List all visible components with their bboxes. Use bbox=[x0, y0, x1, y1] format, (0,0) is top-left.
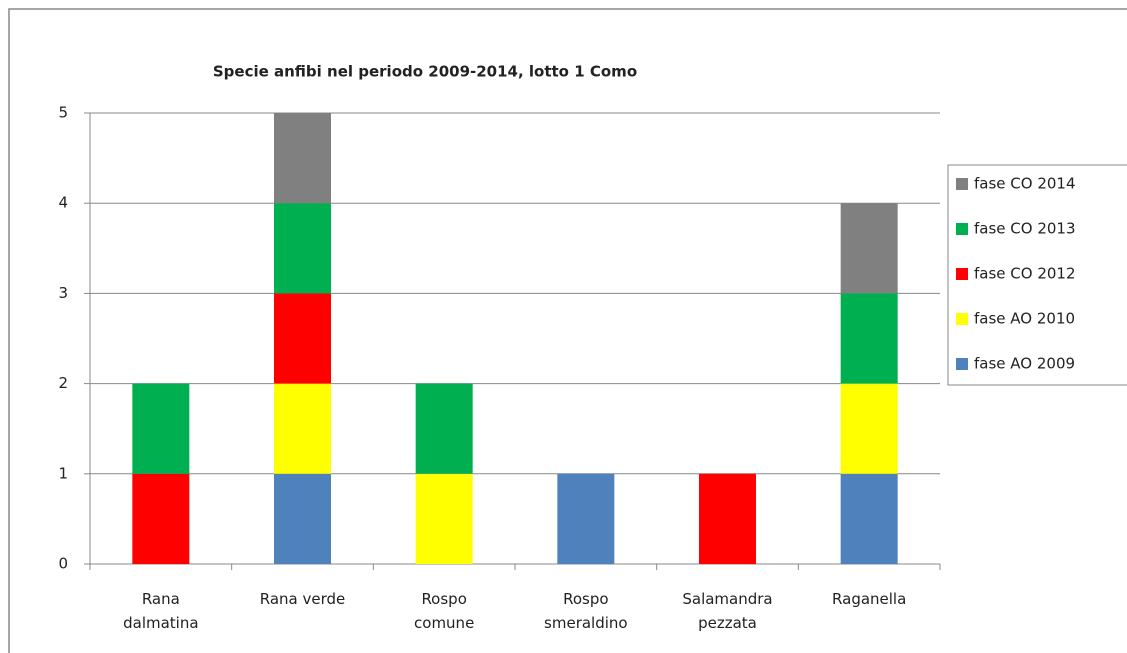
bar-segment bbox=[274, 113, 331, 204]
bar-segment bbox=[840, 383, 898, 474]
legend-label: fase CO 2013 bbox=[974, 220, 1076, 238]
legend-swatch bbox=[956, 223, 968, 235]
y-tick-label: 1 bbox=[58, 464, 68, 482]
y-tick-label: 4 bbox=[58, 194, 68, 212]
x-tick-label: Rospo comune bbox=[414, 590, 474, 632]
bar-segment bbox=[557, 473, 615, 564]
bar-segment bbox=[132, 383, 190, 474]
bar-segment bbox=[274, 383, 331, 474]
x-tick-label: Rospo smeraldino bbox=[544, 590, 628, 632]
legend-label: fase CO 2012 bbox=[974, 265, 1076, 283]
bar-segment bbox=[415, 383, 473, 474]
y-tick-label: 5 bbox=[58, 104, 68, 122]
bar-segment bbox=[840, 293, 898, 384]
bar-segment bbox=[274, 473, 331, 564]
x-tick-label: Rana verde bbox=[260, 590, 346, 608]
bar-segment bbox=[415, 473, 473, 564]
legend-label: fase AO 2009 bbox=[974, 355, 1075, 373]
legend-box bbox=[947, 164, 1127, 386]
bar-segment bbox=[840, 203, 898, 294]
y-tick-label: 3 bbox=[58, 284, 68, 302]
chart-title: Specie anfibi nel periodo 2009-2014, lot… bbox=[213, 63, 637, 81]
bar-segment bbox=[699, 473, 756, 564]
legend-label: fase CO 2014 bbox=[974, 175, 1076, 193]
legend-swatch bbox=[956, 358, 968, 370]
x-tick-label: Salamandra pezzata bbox=[682, 590, 772, 632]
y-tick-label: 2 bbox=[58, 374, 68, 392]
legend-swatch bbox=[956, 313, 968, 325]
legend-label: fase AO 2010 bbox=[974, 310, 1075, 328]
legend-swatch bbox=[956, 178, 968, 190]
bar-segment bbox=[132, 473, 190, 564]
bar-segment bbox=[840, 473, 898, 564]
legend-swatch bbox=[956, 268, 968, 280]
x-tick-label: Rana dalmatina bbox=[123, 590, 198, 632]
bar-segment bbox=[274, 293, 331, 384]
y-tick-label: 0 bbox=[58, 555, 68, 573]
bar-segment bbox=[274, 203, 331, 294]
x-tick-label: Raganella bbox=[832, 590, 906, 608]
